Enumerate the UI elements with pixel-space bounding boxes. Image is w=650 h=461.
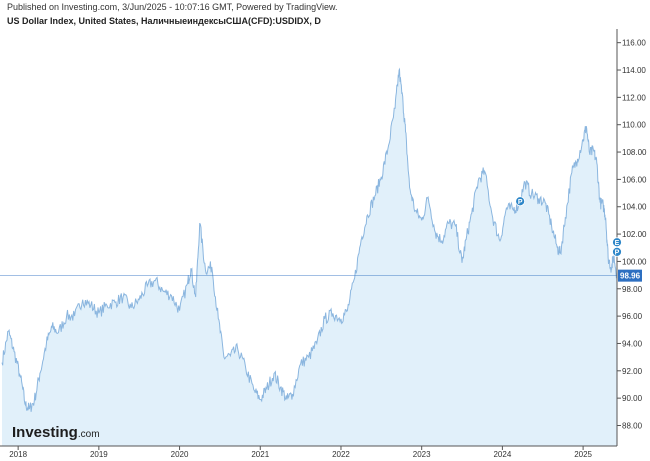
event-marker-badge bbox=[515, 196, 526, 207]
x-tick-label: 2024 bbox=[493, 450, 511, 459]
x-tick-label: 2020 bbox=[171, 450, 189, 459]
published-note: Published on Investing.com, 3/Jun/2025 -… bbox=[7, 2, 338, 12]
logo-suffix: .com bbox=[78, 429, 100, 440]
event-marker: P bbox=[515, 196, 526, 207]
y-tick-label: 116.00 bbox=[622, 39, 646, 48]
x-tick-label: 2019 bbox=[90, 450, 108, 459]
event-marker-badge bbox=[612, 246, 622, 257]
y-axis: 116.00 114.00 112.00 110.00 108.00 106.00 104.… bbox=[617, 39, 647, 430]
y-tick-label: 114.00 bbox=[622, 66, 646, 75]
event-marker-label: P bbox=[615, 249, 620, 256]
event-markers: PEP bbox=[515, 196, 622, 257]
chart-title: US Dollar Index, United States, Наличные… bbox=[7, 16, 321, 26]
x-tick-label: 2022 bbox=[332, 450, 350, 459]
last-price-tag-label: 98.96 bbox=[620, 272, 641, 281]
event-marker: P bbox=[612, 246, 622, 257]
event-marker: E bbox=[612, 237, 622, 248]
x-tick-label: 2023 bbox=[413, 450, 431, 459]
y-tick-label: 104.00 bbox=[622, 203, 647, 212]
y-tick-label: 94.00 bbox=[622, 339, 643, 348]
event-marker-badge bbox=[612, 237, 622, 248]
x-tick-label: 2018 bbox=[9, 450, 27, 459]
event-marker-label: E bbox=[615, 240, 620, 247]
y-tick-label: 96.00 bbox=[622, 312, 643, 321]
last-price-tag-background bbox=[618, 269, 642, 282]
event-marker-label: P bbox=[518, 199, 523, 206]
y-tick-label: 112.00 bbox=[622, 93, 646, 102]
x-axis: 2018 2019 2020 2021 2022 2023 2024 2025 bbox=[9, 446, 593, 459]
series-area-fill bbox=[2, 69, 617, 447]
y-tick-label: 110.00 bbox=[622, 121, 646, 130]
y-tick-label: 92.00 bbox=[622, 367, 643, 376]
y-tick-label: 100.00 bbox=[622, 257, 647, 266]
y-tick-label: 102.00 bbox=[622, 230, 647, 239]
last-price-tag: 98.96 bbox=[618, 269, 642, 282]
investing-logo: Investing.com bbox=[12, 424, 100, 441]
x-tick-label: 2021 bbox=[251, 450, 269, 459]
y-tick-label: 98.00 bbox=[622, 285, 643, 294]
y-tick-label: 106.00 bbox=[622, 175, 647, 184]
x-tick-label: 2025 bbox=[574, 450, 592, 459]
y-tick-label: 108.00 bbox=[622, 148, 647, 157]
series-line[interactable] bbox=[1, 67, 618, 412]
y-tick-label: 88.00 bbox=[622, 421, 643, 430]
logo-brand: Investing bbox=[12, 424, 78, 441]
logo-text: Investing.com bbox=[12, 424, 100, 441]
y-tick-label: 90.00 bbox=[622, 394, 643, 403]
